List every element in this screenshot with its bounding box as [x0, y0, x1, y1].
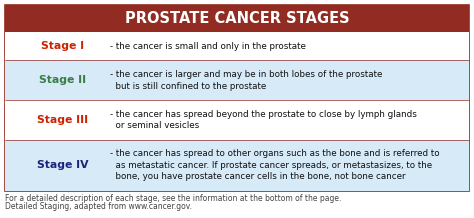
Text: - the cancer has spread beyond the prostate to close by lymph glands: - the cancer has spread beyond the prost… [110, 110, 417, 119]
Text: - the cancer has spread to other organs such as the bone and is referred to: - the cancer has spread to other organs … [110, 150, 439, 158]
Text: Stage II: Stage II [39, 75, 87, 85]
Text: Stage III: Stage III [37, 115, 89, 125]
Text: Stage IV: Stage IV [37, 160, 89, 170]
Text: bone, you have prostate cancer cells in the bone, not bone cancer: bone, you have prostate cancer cells in … [110, 172, 406, 181]
Text: For a detailed description of each stage, see the information at the bottom of t: For a detailed description of each stage… [5, 194, 341, 203]
Text: but is still confined to the prostate: but is still confined to the prostate [110, 82, 266, 90]
Bar [5, 60, 469, 100]
Bar [5, 5, 469, 32]
Text: Detailed Staging, adapted from www.cancer.gov.: Detailed Staging, adapted from www.cance… [5, 202, 192, 211]
Text: - the cancer is small and only in the prostate: - the cancer is small and only in the pr… [110, 42, 306, 51]
Bar [5, 140, 469, 191]
Bar [5, 100, 469, 140]
Text: PROSTATE CANCER STAGES: PROSTATE CANCER STAGES [125, 11, 349, 26]
Text: Stage I: Stage I [41, 41, 84, 51]
Text: as metastatic cancer. If prostate cancer spreads, or metastasizes, to the: as metastatic cancer. If prostate cancer… [110, 161, 432, 170]
Text: - the cancer is larger and may be in both lobes of the prostate: - the cancer is larger and may be in bot… [110, 70, 383, 79]
Text: or seminal vesicles: or seminal vesicles [110, 121, 199, 130]
Bar [5, 5, 469, 191]
Bar [5, 32, 469, 60]
